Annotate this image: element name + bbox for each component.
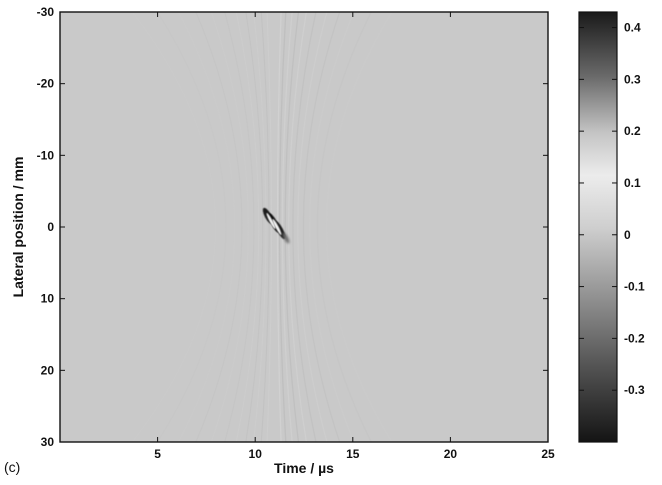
wavefront-arc <box>131 12 216 442</box>
colorbar-tick-label: 0 <box>624 228 631 242</box>
x-tick-label: 25 <box>541 447 555 461</box>
wavefront-arc <box>292 12 317 442</box>
wavefront-arc <box>302 12 341 442</box>
y-tick-label: 10 <box>41 292 55 306</box>
x-tick-label: 10 <box>249 447 263 461</box>
wavefront-arc <box>266 12 273 442</box>
y-tick-label: -10 <box>37 148 55 162</box>
colorbar-tick-label: 0.1 <box>624 176 641 190</box>
wavefront-arc <box>316 12 373 442</box>
wavefront-arc <box>284 12 300 442</box>
wavefront-arc <box>177 12 236 442</box>
colorbar-ticks: -0.3 -0.2 -0.1 0 0.1 0.2 0.3 0.4 <box>579 21 645 397</box>
colorbar-tick-label: -0.3 <box>624 383 645 397</box>
x-axis: 5 10 15 20 25 <box>154 12 555 461</box>
wavefront-arc <box>309 12 355 442</box>
wavefront-arc <box>281 12 293 442</box>
wavefront-arc <box>235 12 260 442</box>
wavefront-arc <box>224 12 255 442</box>
colorbar-tick-label: 0.3 <box>624 72 641 86</box>
y-tick-label: 0 <box>47 220 54 234</box>
x-axis-title: Time / µs <box>274 460 334 476</box>
x-tick-label: 5 <box>154 447 161 461</box>
y-axis: -30 -20 -10 0 10 20 30 <box>37 5 548 449</box>
wavefront-arc <box>260 12 270 442</box>
x-tick-label: 15 <box>346 447 360 461</box>
colorbar-tick-label: -0.1 <box>624 280 645 294</box>
x-tick-label: 20 <box>444 447 458 461</box>
wavefront-arc <box>325 12 393 442</box>
plot-area <box>59 11 549 443</box>
wavefront-arc <box>288 12 308 442</box>
y-tick-label: -20 <box>37 77 55 91</box>
wavefront-arc <box>210 12 249 442</box>
y-tick-label: -30 <box>37 5 55 19</box>
panel-label: (c) <box>4 459 21 475</box>
colorbar-gradient <box>578 11 618 443</box>
wavefront-arc <box>252 12 267 442</box>
colorbar-tick-label: 0.4 <box>624 21 641 35</box>
y-axis-title: Lateral position / mm <box>10 157 26 298</box>
signal-pulse <box>262 207 290 244</box>
colorbar-tick-label: -0.2 <box>624 331 645 345</box>
wavefront-arc <box>156 12 227 442</box>
colorbar-tick-label: 0.2 <box>624 124 641 138</box>
y-tick-label: 30 <box>41 435 55 449</box>
y-tick-label: 20 <box>41 363 55 377</box>
wavefront-arc <box>245 12 264 442</box>
wavefront-arc <box>195 12 243 442</box>
colorbar: -0.3 -0.2 -0.1 0 0.1 0.2 0.3 0.4 <box>578 11 645 443</box>
wavefront-arcs <box>131 12 393 442</box>
wavefront-arc <box>297 12 328 442</box>
